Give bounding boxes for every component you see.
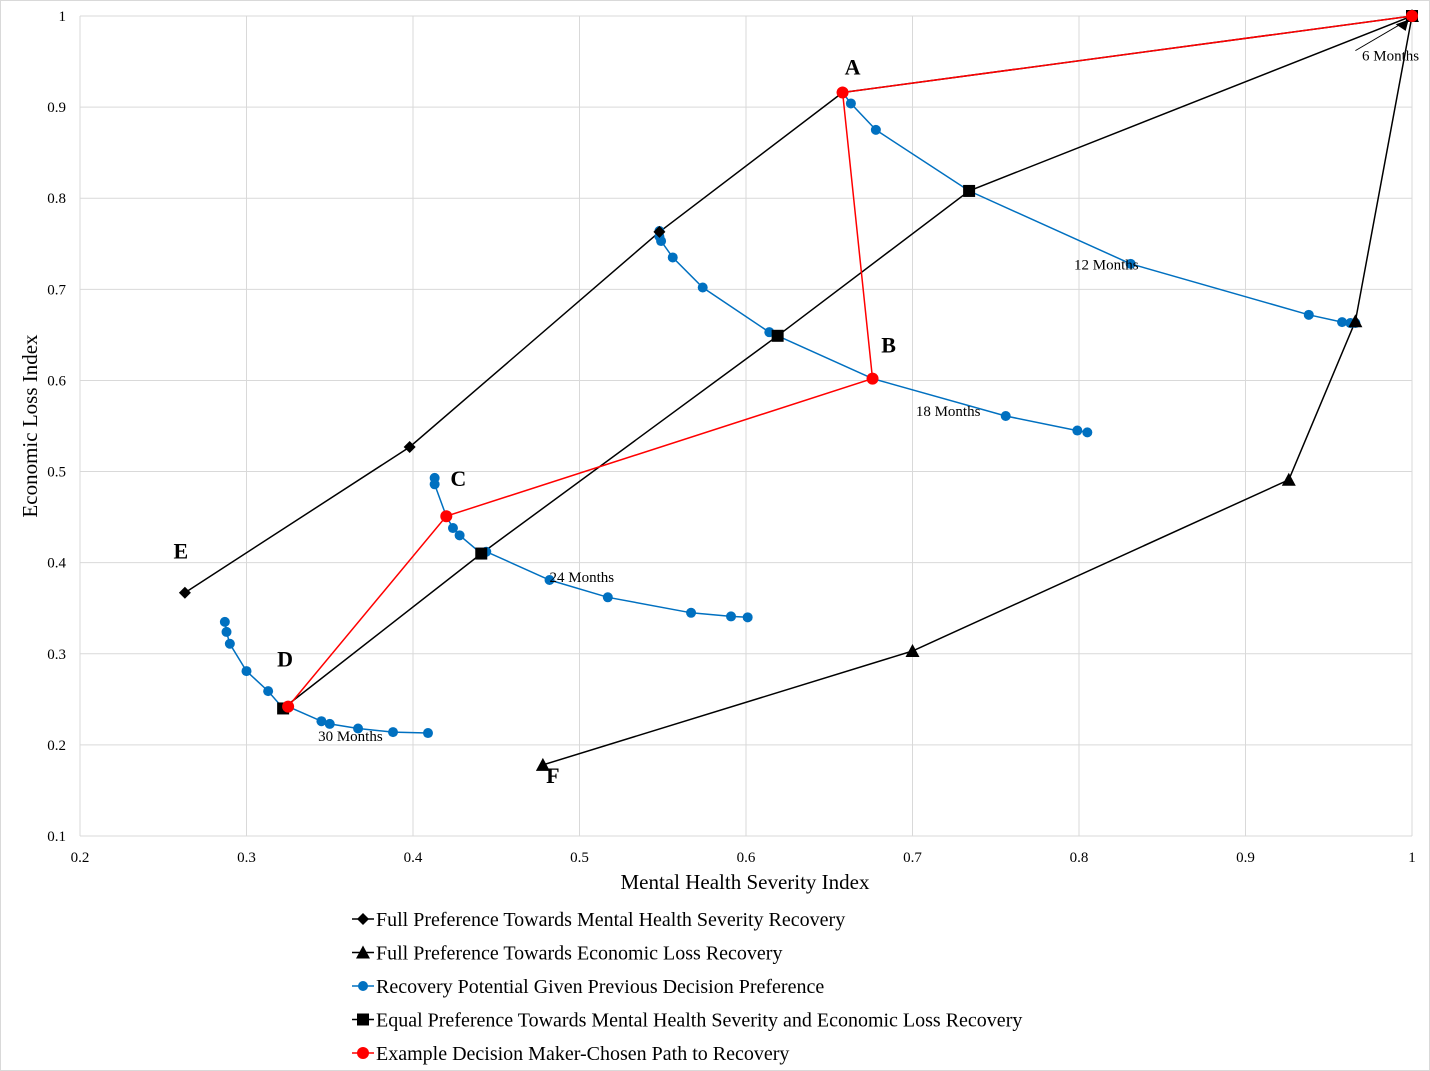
- point-label: C: [450, 466, 466, 491]
- chart-labels: A B C D E F 6 Months 12 Months 18 Months 24 Month…: [174, 19, 1419, 788]
- recovery-point: [1337, 317, 1348, 328]
- legend-marker: [357, 913, 369, 925]
- series-point: [1348, 314, 1363, 328]
- y-tick-label: 0.3: [47, 647, 66, 663]
- x-tick-label: 1: [1408, 850, 1416, 866]
- recovery-point: [544, 574, 555, 585]
- legend-label: Example Decision Maker-Chosen Path to Re…: [376, 1043, 789, 1065]
- x-tick-label: 0.3: [237, 850, 256, 866]
- recovery-point: [263, 686, 274, 697]
- recovery-point: [1082, 427, 1093, 438]
- recovery-point: [686, 607, 697, 618]
- point-label: E: [174, 539, 189, 564]
- series-markers: [178, 9, 1419, 771]
- recovery-point: [742, 612, 753, 623]
- recovery-point: [353, 723, 364, 734]
- recovery-point: [388, 727, 399, 738]
- point-label: F: [546, 763, 559, 788]
- series-point: [963, 184, 976, 197]
- y-tick-label: 1: [59, 9, 67, 25]
- annotation-arrow: [1355, 21, 1404, 52]
- time-annotation: 24 Months: [550, 570, 615, 586]
- y-tick-label: 0.1: [47, 829, 66, 845]
- x-tick-label: 0.4: [404, 850, 423, 866]
- chosen-path-point: [866, 372, 879, 385]
- x-tick-label: 0.7: [903, 850, 922, 866]
- recovery-point: [845, 98, 856, 109]
- y-tick-label: 0.4: [47, 556, 66, 572]
- recovery-point: [1125, 258, 1136, 269]
- series-point: [905, 644, 920, 658]
- time-annotation: 18 Months: [916, 404, 981, 420]
- x-axis-title: Mental Health Severity Index: [620, 870, 870, 894]
- recovery-point: [429, 479, 440, 490]
- recovery-point: [221, 626, 232, 637]
- gridlines: [79, 15, 1413, 837]
- recovery-point: [447, 523, 458, 534]
- recovery-point: [697, 282, 708, 293]
- y-tick-label: 0.7: [47, 282, 66, 298]
- annotation-arrowhead: [1395, 19, 1409, 31]
- recovery-point: [324, 718, 335, 729]
- time-annotation: 6 Months: [1362, 49, 1419, 65]
- point-label: B: [881, 333, 896, 358]
- recovery-point: [870, 124, 881, 135]
- series-point: [403, 440, 416, 453]
- series-point: [653, 225, 666, 238]
- x-tick-label: 0.9: [1236, 850, 1255, 866]
- chosen-path-point: [1406, 10, 1418, 22]
- legend-label: Full Preference Towards Economic Loss Re…: [376, 943, 782, 965]
- recovery-point: [422, 728, 433, 739]
- y-tick-label: 0.5: [47, 465, 66, 481]
- point-label: A: [845, 55, 861, 80]
- x-tick-label: 0.6: [737, 850, 756, 866]
- series-point: [178, 586, 191, 599]
- y-tick-label: 0.6: [47, 373, 66, 389]
- legend-label: Full Preference Towards Mental Health Se…: [376, 909, 845, 931]
- y-tick-label: 0.2: [47, 738, 66, 754]
- series-point: [1281, 472, 1296, 486]
- legend-marker: [356, 945, 370, 959]
- chosen-path-point: [282, 700, 295, 713]
- x-tick-label: 0.8: [1070, 850, 1089, 866]
- series-point: [535, 757, 550, 771]
- chosen-path-point: [836, 86, 849, 99]
- series-point: [771, 329, 784, 342]
- recovery-point: [656, 236, 667, 247]
- recovery-point: [1303, 309, 1314, 320]
- time-annotation: 12 Months: [1074, 257, 1139, 273]
- y-axis-title: Economic Loss Index: [18, 334, 42, 518]
- axes: 0.2 0.3 0.4 0.5 0.6 0.7 0.8 0.9 1 0.1 0.2 0.3 0.4 0.5…: [47, 9, 1416, 866]
- recovery-point: [1072, 425, 1083, 436]
- legend-marker: [358, 981, 368, 991]
- recovery-point: [241, 666, 252, 677]
- recovery-point: [667, 252, 678, 263]
- recovery-point: [602, 592, 613, 603]
- recovery-point: [726, 611, 737, 622]
- recovery-point: [454, 530, 465, 541]
- y-tick-label: 0.9: [47, 100, 66, 116]
- time-annotation: 30 Months: [318, 729, 383, 745]
- recovery-point: [224, 638, 235, 649]
- legend-label: Equal Preference Towards Mental Health S…: [376, 1010, 1022, 1032]
- x-tick-label: 0.2: [71, 850, 90, 866]
- legend-marker: [357, 1013, 369, 1026]
- point-label: D: [277, 647, 293, 672]
- recovery-point: [316, 716, 327, 727]
- recovery-point: [1000, 410, 1011, 421]
- recovery-point: [219, 616, 230, 627]
- legend-label: Recovery Potential Given Previous Decisi…: [376, 976, 824, 998]
- y-tick-label: 0.8: [47, 191, 66, 207]
- x-tick-label: 0.5: [570, 850, 589, 866]
- legend: Full Preference Towards Mental Health Se…: [352, 909, 1022, 1065]
- chosen-path-point: [440, 510, 453, 523]
- series-point: [475, 547, 488, 560]
- legend-marker: [357, 1047, 369, 1059]
